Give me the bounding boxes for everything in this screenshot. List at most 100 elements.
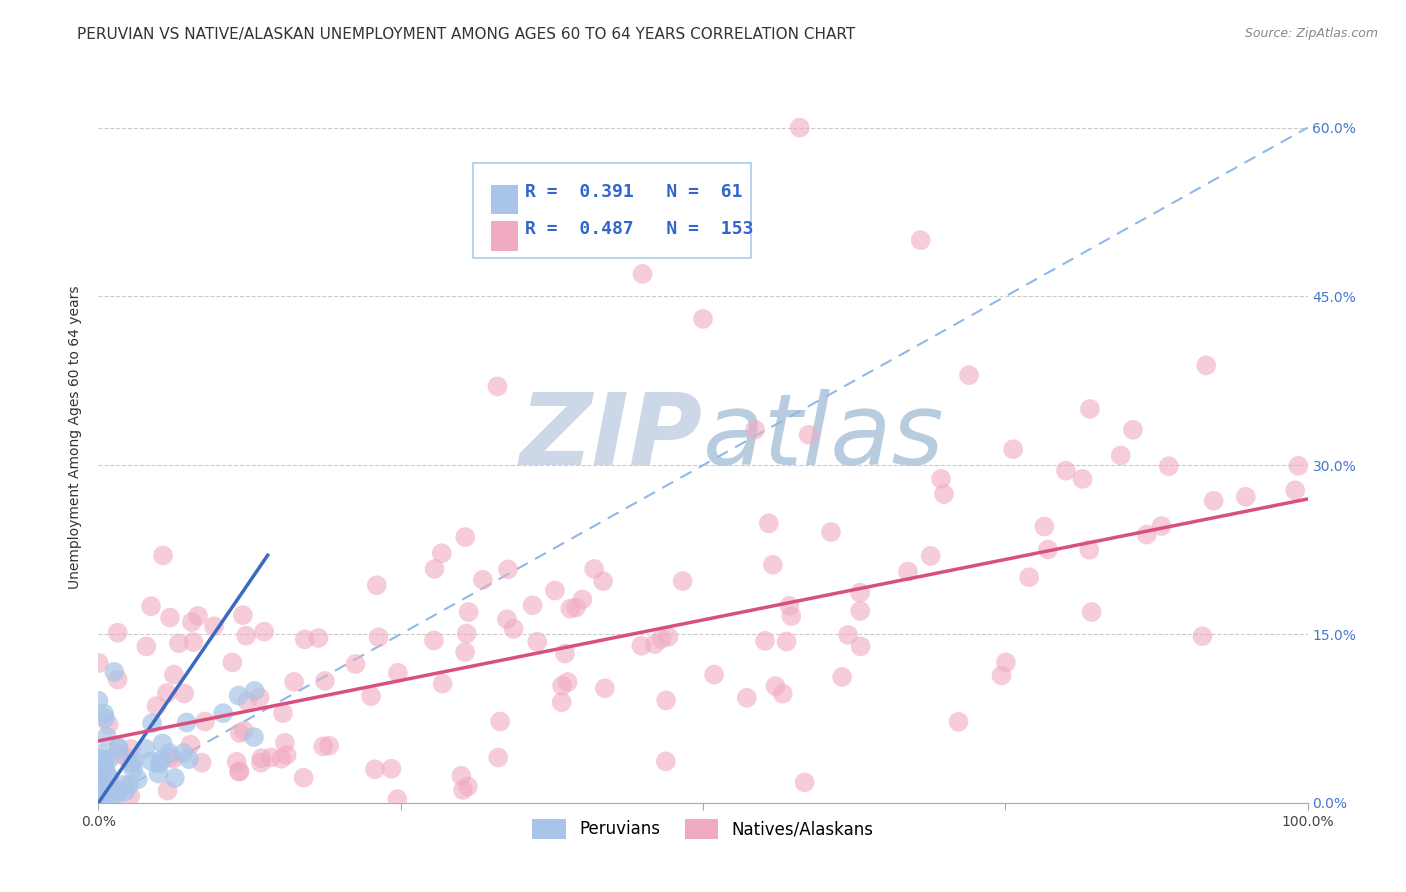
Point [929, 472, 952, 486]
Point [98, 772, 121, 786]
Point [163, 771, 186, 785]
Point [107, 741, 129, 756]
Point [450, 769, 472, 783]
Point [772, 687, 794, 701]
Point [176, 715, 198, 730]
Point [107, 740, 129, 755]
Point [212, 706, 235, 720]
Point [243, 730, 266, 744]
Point [270, 752, 292, 766]
Point [152, 549, 174, 563]
Point [502, 622, 524, 636]
Point [87, 788, 110, 802]
Point [177, 752, 200, 766]
Point [496, 612, 519, 626]
Point [797, 427, 820, 442]
Point [1122, 423, 1144, 437]
Point [387, 665, 409, 680]
Point [107, 784, 129, 798]
Point [457, 605, 479, 619]
Point [957, 368, 980, 383]
Point [789, 120, 811, 135]
Point [115, 751, 138, 765]
Point [89, 767, 111, 781]
Point [120, 789, 142, 803]
Point [990, 668, 1012, 682]
Point [228, 689, 250, 703]
Point [423, 562, 446, 576]
Point [145, 698, 167, 713]
Point [89, 764, 111, 779]
Point [194, 714, 217, 729]
Point [557, 675, 579, 690]
Text: ZIP: ZIP [520, 389, 703, 485]
Point [571, 592, 593, 607]
Point [90, 747, 112, 761]
Text: Source: ZipAtlas.com: Source: ZipAtlas.com [1244, 27, 1378, 40]
FancyBboxPatch shape [474, 163, 751, 258]
Point [94, 711, 117, 725]
Point [89, 763, 111, 777]
Point [526, 634, 548, 648]
Point [1018, 570, 1040, 584]
Point [228, 764, 250, 779]
Point [87, 772, 110, 786]
Point [283, 674, 305, 689]
Point [276, 747, 298, 762]
Point [90, 769, 112, 783]
Point [592, 574, 614, 589]
Point [1002, 442, 1025, 457]
Point [93, 706, 115, 721]
Point [107, 625, 129, 640]
Point [122, 763, 145, 777]
Point [762, 558, 785, 572]
Point [149, 753, 172, 767]
Point [87, 656, 110, 670]
Point [90, 790, 112, 805]
Point [120, 756, 142, 771]
Point [87, 694, 110, 708]
Point [135, 640, 157, 654]
Point [292, 771, 315, 785]
Point [162, 751, 184, 765]
Point [522, 599, 544, 613]
Point [111, 778, 134, 792]
Point [793, 775, 815, 789]
Point [141, 716, 163, 731]
Point [318, 739, 340, 753]
Point [271, 706, 294, 720]
Point [1054, 464, 1077, 478]
Point [202, 619, 225, 633]
Point [657, 630, 679, 644]
Point [139, 599, 162, 614]
Point [139, 754, 162, 768]
Point [778, 599, 800, 613]
Point [560, 601, 582, 615]
Point [1136, 527, 1159, 541]
Point [849, 585, 872, 599]
Point [920, 549, 942, 563]
Point [89, 794, 111, 808]
FancyBboxPatch shape [492, 185, 517, 214]
Point [159, 610, 181, 624]
Point [90, 751, 112, 765]
Point [225, 755, 247, 769]
Point [1080, 605, 1102, 619]
Point [232, 608, 254, 623]
Point [849, 604, 872, 618]
Point [190, 756, 212, 770]
Point [1078, 401, 1101, 416]
Point [551, 679, 574, 693]
Point [910, 233, 932, 247]
Point [156, 783, 179, 797]
Point [344, 657, 367, 671]
Point [97, 717, 120, 731]
Point [650, 632, 672, 646]
Point [1036, 542, 1059, 557]
Point [87, 786, 110, 800]
Point [157, 746, 180, 760]
Point [655, 755, 678, 769]
FancyBboxPatch shape [492, 221, 517, 251]
Point [994, 656, 1017, 670]
Point [692, 312, 714, 326]
